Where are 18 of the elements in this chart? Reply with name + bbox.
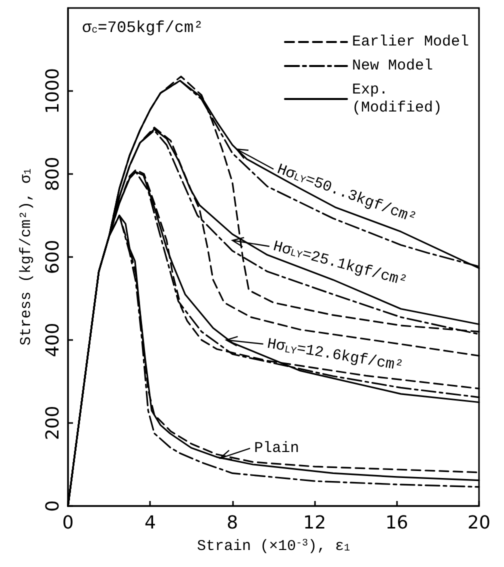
- annotation: HσLY=12.6kgf/cm²: [266, 336, 405, 376]
- annotation: σc=705kgf/cm²: [82, 19, 204, 37]
- x-tick-label: 20: [468, 512, 490, 534]
- y-tick-label: 1000: [42, 68, 64, 114]
- x-tick-label: 4: [144, 512, 156, 534]
- x-tick-label: 8: [226, 512, 238, 534]
- legend-label: Earlier Model: [352, 34, 470, 50]
- y-tick-label: 0: [42, 500, 64, 512]
- y-tick-label: 800: [42, 156, 64, 192]
- y-tick-label: 200: [42, 406, 64, 440]
- annotation: Plain: [254, 440, 300, 457]
- legend-label: Exp. (Modified): [352, 82, 442, 116]
- y-tick-label: 400: [42, 322, 64, 358]
- y-tick-label: 600: [42, 240, 64, 274]
- x-tick-label: 12: [303, 512, 326, 534]
- x-tick-label: 16: [385, 512, 408, 534]
- y-axis-title: Stress (kgf/cm²), σ1: [18, 168, 35, 346]
- legend-label: New Model: [352, 58, 433, 74]
